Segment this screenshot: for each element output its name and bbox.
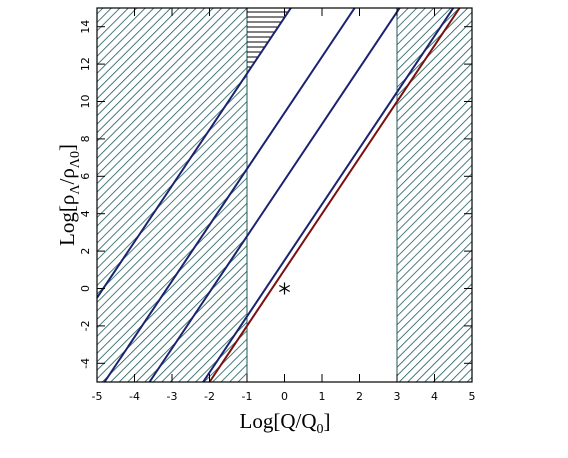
y-tick-label: 8	[79, 135, 92, 142]
x-tick-label: 0	[281, 390, 288, 403]
y-tick-label: 12	[79, 57, 92, 71]
x-tick-label: 4	[431, 390, 438, 403]
series-line	[148, 8, 401, 382]
y-tick-label: -4	[79, 358, 92, 369]
x-tick-label: 5	[469, 390, 476, 403]
hatched-region	[97, 8, 247, 382]
x-tick-label: -1	[242, 390, 253, 403]
label-part: Λ	[68, 184, 83, 195]
y-tick-label: 2	[79, 248, 92, 255]
y-tick-label: 10	[79, 95, 92, 109]
y-tick-label: 0	[79, 285, 92, 292]
label-part: ]	[324, 409, 331, 433]
x-tick-label: -5	[92, 390, 103, 403]
hatched-region	[397, 8, 472, 382]
label-part: Λ0	[68, 151, 83, 168]
series-line	[208, 8, 461, 382]
series-line	[97, 8, 292, 299]
label-part: ]	[55, 144, 79, 151]
label-part: /ρ	[55, 168, 79, 184]
x-tick-label: 3	[394, 390, 401, 403]
x-axis-label: Log[Q/Q0]	[240, 409, 331, 437]
x-tick-label: -2	[204, 390, 215, 403]
label-part: 0	[317, 422, 324, 437]
series-line	[202, 8, 455, 382]
x-tick-label: 2	[356, 390, 363, 403]
x-tick-label: -3	[167, 390, 178, 403]
y-tick-label: -2	[79, 320, 92, 331]
y-tick-label: 6	[79, 173, 92, 180]
plot-area	[97, 8, 472, 382]
x-tick-label: 1	[319, 390, 326, 403]
y-axis-label: Log[ρΛ/ρΛ0]	[55, 144, 83, 246]
y-tick-label: 14	[79, 20, 92, 34]
label-part: Log[Q/Q	[240, 409, 317, 433]
label-part: Log[ρ	[55, 195, 79, 246]
x-tick-label: -4	[129, 390, 140, 403]
asterisk-marker	[279, 282, 290, 295]
series-line	[103, 8, 356, 382]
y-tick-label: 4	[79, 210, 92, 217]
